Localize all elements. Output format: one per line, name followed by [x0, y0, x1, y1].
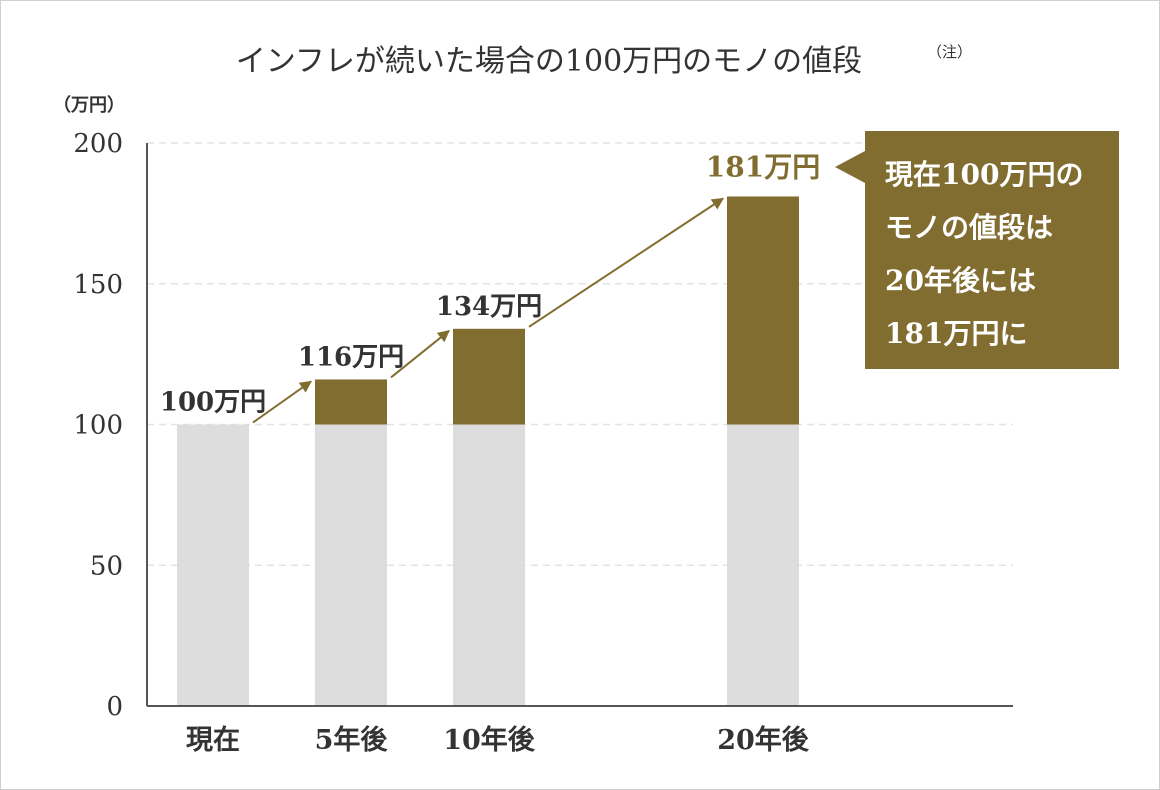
growth-arrow-0 — [252, 380, 312, 424]
bar-increase-2 — [453, 328, 525, 425]
bar-base-0 — [177, 424, 249, 706]
bar-increase-3 — [727, 196, 799, 425]
callout-line-4: 181万円に — [885, 317, 1027, 350]
y-tick-label-100: 100 — [73, 411, 123, 441]
data-label-1: 116万円 — [298, 342, 404, 372]
x-axis-categories: 現在 5年後 10年後 20年後 — [186, 724, 810, 756]
callout-line-2: モノの値段は — [885, 211, 1053, 244]
y-tick-label-200: 200 — [73, 129, 123, 159]
bar-increase-1 — [315, 379, 387, 425]
bar-base-2 — [453, 424, 525, 706]
y-tick-label-150: 150 — [73, 270, 123, 300]
callout-line-1: 現在100万円の — [885, 158, 1083, 191]
bar-base-1 — [315, 424, 387, 706]
callout-line-3: 20年後には — [885, 264, 1036, 297]
bar-base-3 — [727, 424, 799, 706]
y-tick-label-0: 0 — [106, 692, 123, 722]
data-labels: 100万円 116万円 134万円 181万円 — [160, 150, 820, 417]
chart-title: インフレが続いた場合の100万円のモノの値段 — [236, 44, 862, 79]
x-category-label-1: 5年後 — [315, 724, 389, 756]
callout-rect — [865, 131, 1119, 369]
callout-pointer — [835, 151, 865, 183]
x-category-label-0: 現在 — [186, 725, 240, 756]
data-label-0: 100万円 — [160, 388, 266, 418]
growth-arrows — [252, 197, 725, 424]
x-category-label-3: 20年後 — [717, 724, 810, 756]
callout-box: 現在100万円の モノの値段は 20年後には 181万円に — [835, 131, 1119, 369]
data-label-2: 134万円 — [436, 292, 542, 322]
y-axis-unit: （万円） — [53, 95, 125, 116]
growth-arrow-1 — [390, 330, 450, 379]
y-axis-ticks: 0 50 100 150 200 — [73, 129, 123, 722]
y-tick-label-50: 50 — [90, 551, 123, 581]
x-category-label-2: 10年後 — [443, 724, 536, 756]
title-note: （注） — [927, 43, 972, 61]
data-label-3: 181万円 — [706, 150, 820, 183]
bars — [177, 196, 799, 706]
growth-arrow-2 — [528, 197, 725, 328]
